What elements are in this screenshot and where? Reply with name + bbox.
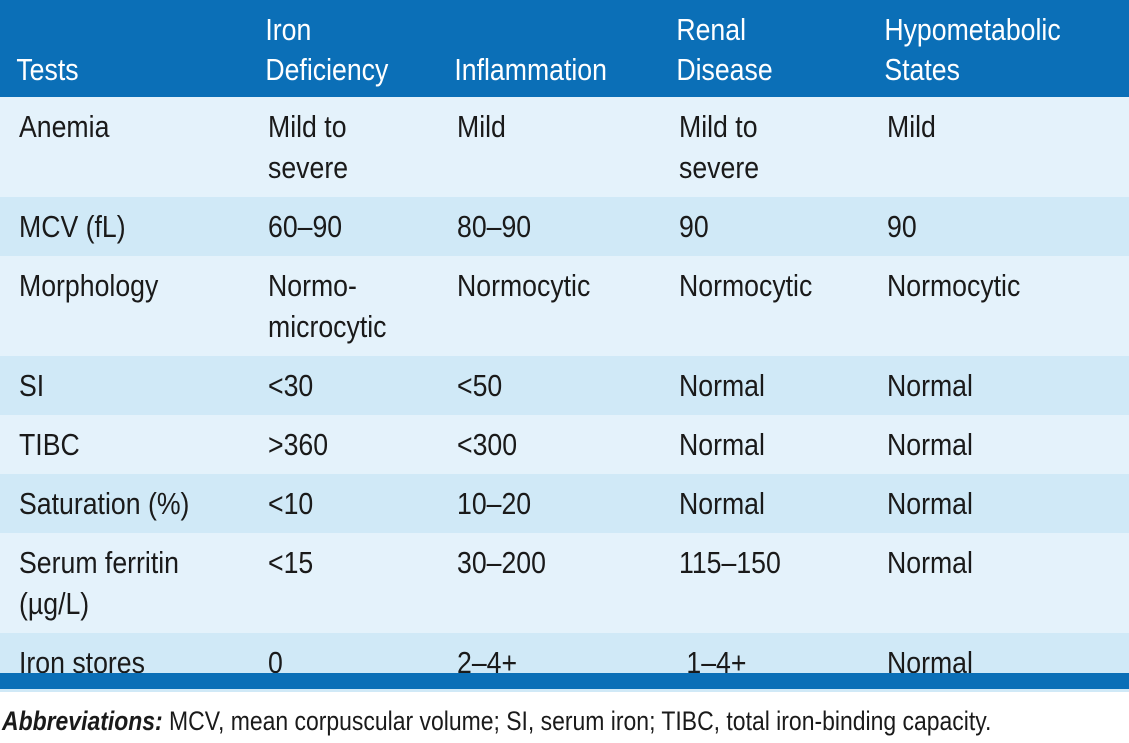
header-row: Tests Iron Deficiency Inflammation Renal D… bbox=[0, 0, 1129, 97]
cell-iron-deficiency: Normo-microcytic bbox=[268, 268, 387, 344]
cell-inflammation: Normocytic bbox=[457, 268, 591, 303]
cell-iron-deficiency: >360 bbox=[268, 427, 329, 462]
cell-test-name: TIBC bbox=[19, 427, 80, 462]
cell-test-name: Saturation (%) bbox=[19, 486, 190, 521]
cell-hypometabolic: 90 bbox=[887, 209, 917, 244]
cell-renal-disease: Mild to severe bbox=[679, 109, 760, 185]
cell-renal-disease: Normal bbox=[679, 486, 765, 521]
cell-test-name: Morphology bbox=[19, 268, 159, 303]
header-inflammation: Inflammation bbox=[454, 52, 607, 87]
table-bottom-rule bbox=[0, 673, 1129, 689]
cell-hypometabolic: Mild bbox=[887, 109, 936, 144]
cell-renal-disease: 115–150 bbox=[679, 545, 781, 580]
table-row: MCV (fL) 60–90 80–90 90 90 bbox=[0, 197, 1129, 256]
footnote-text: MCV, mean corpuscular volume; SI, serum … bbox=[162, 706, 992, 736]
header-iron-deficiency: Iron Deficiency bbox=[265, 12, 389, 87]
cell-iron-deficiency: <10 bbox=[268, 486, 314, 521]
cell-inflammation: <300 bbox=[457, 427, 518, 462]
footnote-label: Abbreviations: bbox=[2, 706, 163, 736]
header-tests: Tests bbox=[16, 52, 79, 87]
cell-test-name: MCV (fL) bbox=[19, 209, 126, 244]
cell-iron-deficiency: 0 bbox=[268, 645, 283, 680]
table-row: Morphology Normo-microcytic Normocytic N… bbox=[0, 256, 1129, 356]
cell-inflammation: 10–20 bbox=[457, 486, 532, 521]
cell-renal-disease: 90 bbox=[679, 209, 709, 244]
cell-test-name: Serum ferritin (µg/L) bbox=[19, 545, 180, 621]
header-hypometabolic-states: Hypometabolic States bbox=[884, 12, 1061, 87]
cell-iron-deficiency: <15 bbox=[268, 545, 314, 580]
cell-test-name: Anemia bbox=[19, 109, 110, 144]
cell-hypometabolic: Normal bbox=[887, 545, 973, 580]
cell-renal-disease: Normal bbox=[679, 427, 765, 462]
anemia-lab-table: Tests Iron Deficiency Inflammation Renal D… bbox=[0, 0, 1129, 692]
cell-renal-disease: Normocytic bbox=[679, 268, 813, 303]
cell-test-name: SI bbox=[19, 368, 45, 403]
header-renal-disease: Renal Disease bbox=[676, 12, 773, 87]
cell-hypometabolic: Normal bbox=[887, 486, 973, 521]
cell-iron-deficiency: 60–90 bbox=[268, 209, 343, 244]
cell-iron-deficiency: <30 bbox=[268, 368, 314, 403]
table-row: Anemia Mild to severe Mild Mild to severe … bbox=[0, 97, 1129, 197]
cell-iron-deficiency: Mild to severe bbox=[268, 109, 349, 185]
cell-inflammation: 30–200 bbox=[457, 545, 546, 580]
table-row: TIBC >360 <300 Normal Normal bbox=[0, 415, 1129, 474]
cell-hypometabolic: Normal bbox=[887, 427, 973, 462]
cell-inflammation: <50 bbox=[457, 368, 503, 403]
table-row: Saturation (%) <10 10–20 Normal Normal bbox=[0, 474, 1129, 533]
cell-renal-disease: Normal bbox=[679, 368, 765, 403]
cell-hypometabolic: Normal bbox=[887, 368, 973, 403]
cell-hypometabolic: Normocytic bbox=[887, 268, 1021, 303]
table-row: Serum ferritin (µg/L) <15 30–200 115–150 … bbox=[0, 533, 1129, 633]
cell-inflammation: 80–90 bbox=[457, 209, 532, 244]
footnote: Abbreviations: MCV, mean corpuscular vol… bbox=[2, 706, 991, 737]
table-row: SI <30 <50 Normal Normal bbox=[0, 356, 1129, 415]
cell-inflammation: Mild bbox=[457, 109, 506, 144]
